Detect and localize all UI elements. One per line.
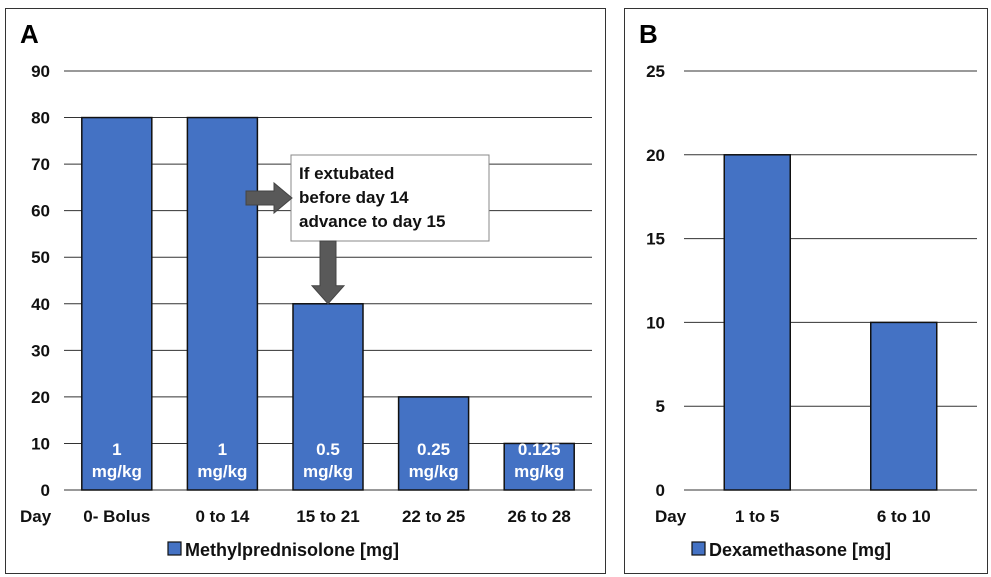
chart-b: B 0 5 10 15 20 25 1 to 5 6 to 10 Day Dexamethasone… — [639, 19, 977, 560]
chart-a: A 0 10 20 30 40 50 60 70 80 90 0- Bolus 1 mg/kg 0 to 1… — [20, 19, 592, 560]
y-tick-label: 0 — [41, 481, 50, 500]
y-tick-label: 80 — [31, 109, 50, 128]
y-tick-label: 20 — [31, 388, 50, 407]
legend-swatch — [691, 541, 706, 556]
y-tick-label: 90 — [31, 62, 50, 81]
data-label: mg/kg — [514, 462, 564, 481]
data-label: 1 — [112, 440, 121, 459]
bar — [870, 321, 938, 491]
annotation-text: If extubated — [299, 164, 394, 183]
bar — [723, 154, 791, 491]
y-tick-label: 70 — [31, 155, 50, 174]
bar — [81, 116, 153, 491]
data-label: mg/kg — [303, 462, 353, 481]
y-tick-label: 10 — [31, 434, 50, 453]
y-tick-label: 30 — [31, 341, 50, 360]
x-tick-label: 1 to 5 — [735, 507, 779, 526]
y-tick-label: 10 — [646, 313, 665, 332]
annotation-box — [290, 154, 490, 242]
panel-letter: B — [639, 19, 658, 49]
panel-a: A 0 10 20 30 40 50 60 70 80 90 0- Bolus 1 mg/kg 0 to 1… — [5, 8, 606, 574]
data-label: mg/kg — [409, 462, 459, 481]
x-axis-prefix: Day — [20, 507, 52, 526]
bar — [397, 396, 470, 491]
data-label: 0.5 — [316, 440, 340, 459]
x-tick-label: 22 to 25 — [402, 507, 465, 526]
data-label: mg/kg — [197, 462, 247, 481]
legend-label: Dexamethasone [mg] — [709, 540, 891, 560]
x-tick-label: 0 to 14 — [195, 507, 249, 526]
data-label: 0.125 — [518, 440, 561, 459]
x-tick-label: 0- Bolus — [83, 507, 150, 526]
data-label: mg/kg — [92, 462, 142, 481]
y-tick-label: 15 — [646, 230, 665, 249]
y-tick-label: 60 — [31, 202, 50, 221]
down-arrow — [310, 240, 346, 305]
y-tick-label: 20 — [646, 146, 665, 165]
y-tick-label: 5 — [656, 397, 665, 416]
data-label: 0.25 — [417, 440, 450, 459]
panel-letter: A — [20, 19, 39, 49]
bar — [186, 116, 259, 491]
annotation-text: before day 14 — [299, 188, 409, 207]
right-arrow — [245, 181, 293, 215]
y-tick-label: 50 — [31, 248, 50, 267]
x-axis-prefix: Day — [655, 507, 687, 526]
y-tick-label: 40 — [31, 295, 50, 314]
panel-b: B 0 5 10 15 20 25 1 to 5 6 to 10 Day Dexamethasone… — [624, 8, 988, 574]
bar — [503, 442, 575, 491]
x-tick-label: 15 to 21 — [296, 507, 359, 526]
x-tick-label: 26 to 28 — [508, 507, 571, 526]
legend-swatch — [167, 541, 182, 556]
annotation-text: advance to day 15 — [299, 212, 445, 231]
y-tick-label: 0 — [656, 481, 665, 500]
legend-label: Methylprednisolone [mg] — [185, 540, 399, 560]
data-label: 1 — [218, 440, 227, 459]
x-tick-label: 6 to 10 — [877, 507, 931, 526]
y-tick-label: 25 — [646, 62, 665, 81]
